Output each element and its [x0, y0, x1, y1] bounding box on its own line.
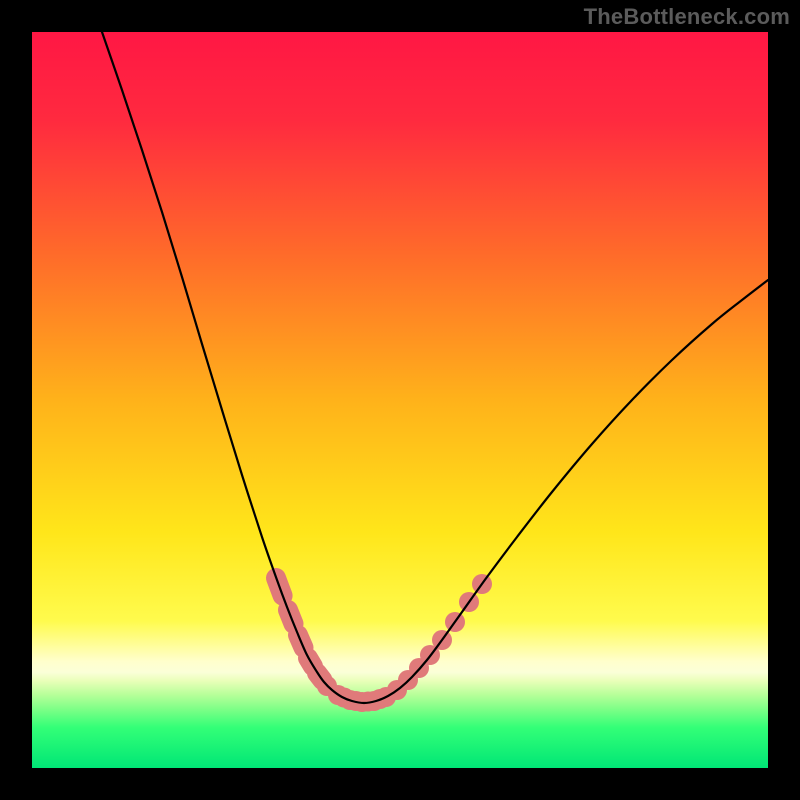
bottleneck-chart	[0, 0, 800, 800]
plot-area	[32, 32, 768, 768]
watermark-text: TheBottleneck.com	[584, 4, 790, 30]
chart-stage: TheBottleneck.com	[0, 0, 800, 800]
